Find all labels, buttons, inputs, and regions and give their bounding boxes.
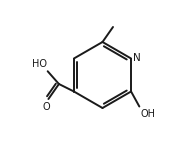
Text: N: N bbox=[133, 53, 141, 63]
Text: O: O bbox=[42, 102, 50, 112]
Text: HO: HO bbox=[32, 59, 47, 69]
Text: OH: OH bbox=[140, 109, 155, 119]
